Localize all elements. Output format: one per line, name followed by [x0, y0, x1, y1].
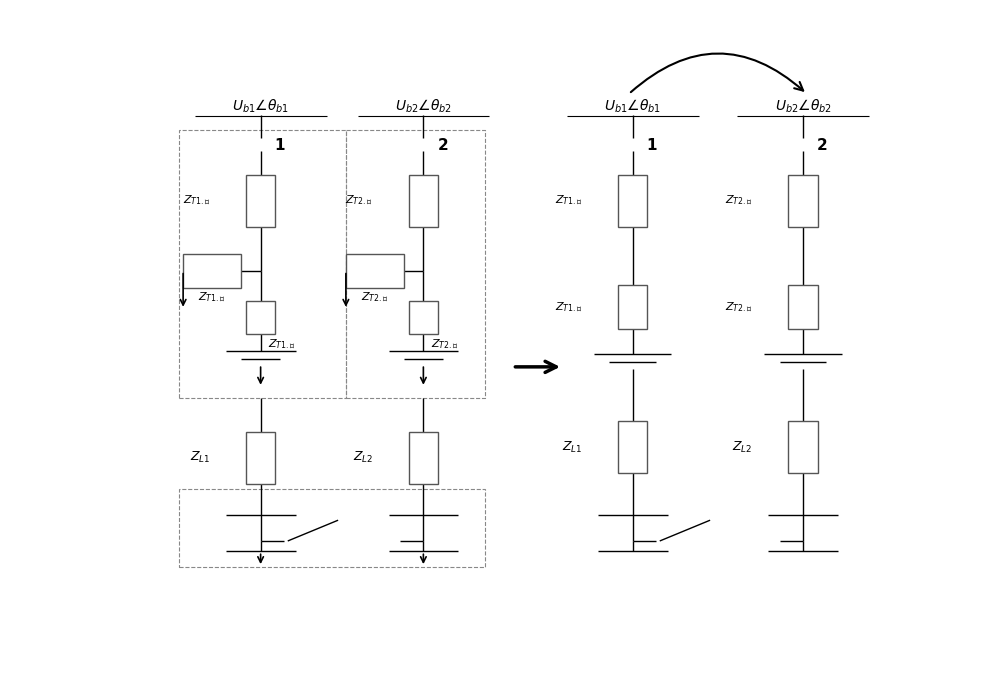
Bar [618, 421, 647, 473]
Text: $Z_{T2.\text{低}}$: $Z_{T2.\text{低}}$ [431, 337, 459, 350]
Bar [618, 175, 647, 227]
Bar [183, 254, 241, 288]
Bar [409, 300, 438, 334]
Text: $Z_{L1}$: $Z_{L1}$ [562, 440, 582, 455]
Bar [179, 130, 346, 398]
Bar [246, 175, 275, 227]
Text: $Z_{T2.\text{低}}$: $Z_{T2.\text{低}}$ [725, 300, 753, 314]
Text: 2: 2 [437, 138, 448, 153]
Bar [246, 432, 275, 484]
Text: $Z_{L1}$: $Z_{L1}$ [190, 450, 210, 465]
Bar [618, 285, 647, 329]
Text: $U_{b2}\angle\theta_{b2}$: $U_{b2}\angle\theta_{b2}$ [395, 97, 452, 115]
Bar [346, 130, 485, 398]
Text: $U_{b2}\angle\theta_{b2}$: $U_{b2}\angle\theta_{b2}$ [775, 97, 832, 115]
Bar [788, 421, 818, 473]
Text: $Z_{L2}$: $Z_{L2}$ [732, 440, 753, 455]
Text: $Z_{T1.\text{低}}$: $Z_{T1.\text{低}}$ [555, 300, 582, 314]
Bar [409, 175, 438, 227]
Text: 1: 1 [275, 138, 285, 153]
Bar [409, 432, 438, 484]
Text: $Z_{T2.\text{高}}$: $Z_{T2.\text{高}}$ [345, 194, 373, 207]
Text: $U_{b1}\angle\theta_{b1}$: $U_{b1}\angle\theta_{b1}$ [232, 97, 289, 115]
Text: $Z_{T1.\text{低}}$: $Z_{T1.\text{低}}$ [268, 337, 296, 350]
Text: $Z_{L2}$: $Z_{L2}$ [353, 450, 373, 465]
Text: $U_{b1}\angle\theta_{b1}$: $U_{b1}\angle\theta_{b1}$ [604, 97, 661, 115]
Bar [788, 175, 818, 227]
Text: $Z_{T2.\text{中}}$: $Z_{T2.\text{中}}$ [361, 290, 389, 304]
Bar [246, 300, 275, 334]
Text: $Z_{T1.\text{高}}$: $Z_{T1.\text{高}}$ [183, 194, 210, 207]
Bar [179, 489, 485, 567]
Text: $Z_{T2.\text{高}}$: $Z_{T2.\text{高}}$ [725, 194, 753, 207]
Text: $Z_{T1.\text{高}}$: $Z_{T1.\text{高}}$ [555, 194, 582, 207]
Bar [346, 254, 404, 288]
Text: 2: 2 [817, 138, 828, 153]
Bar [788, 285, 818, 329]
Text: $Z_{T1.\text{中}}$: $Z_{T1.\text{中}}$ [198, 290, 226, 304]
Text: 1: 1 [647, 138, 657, 153]
